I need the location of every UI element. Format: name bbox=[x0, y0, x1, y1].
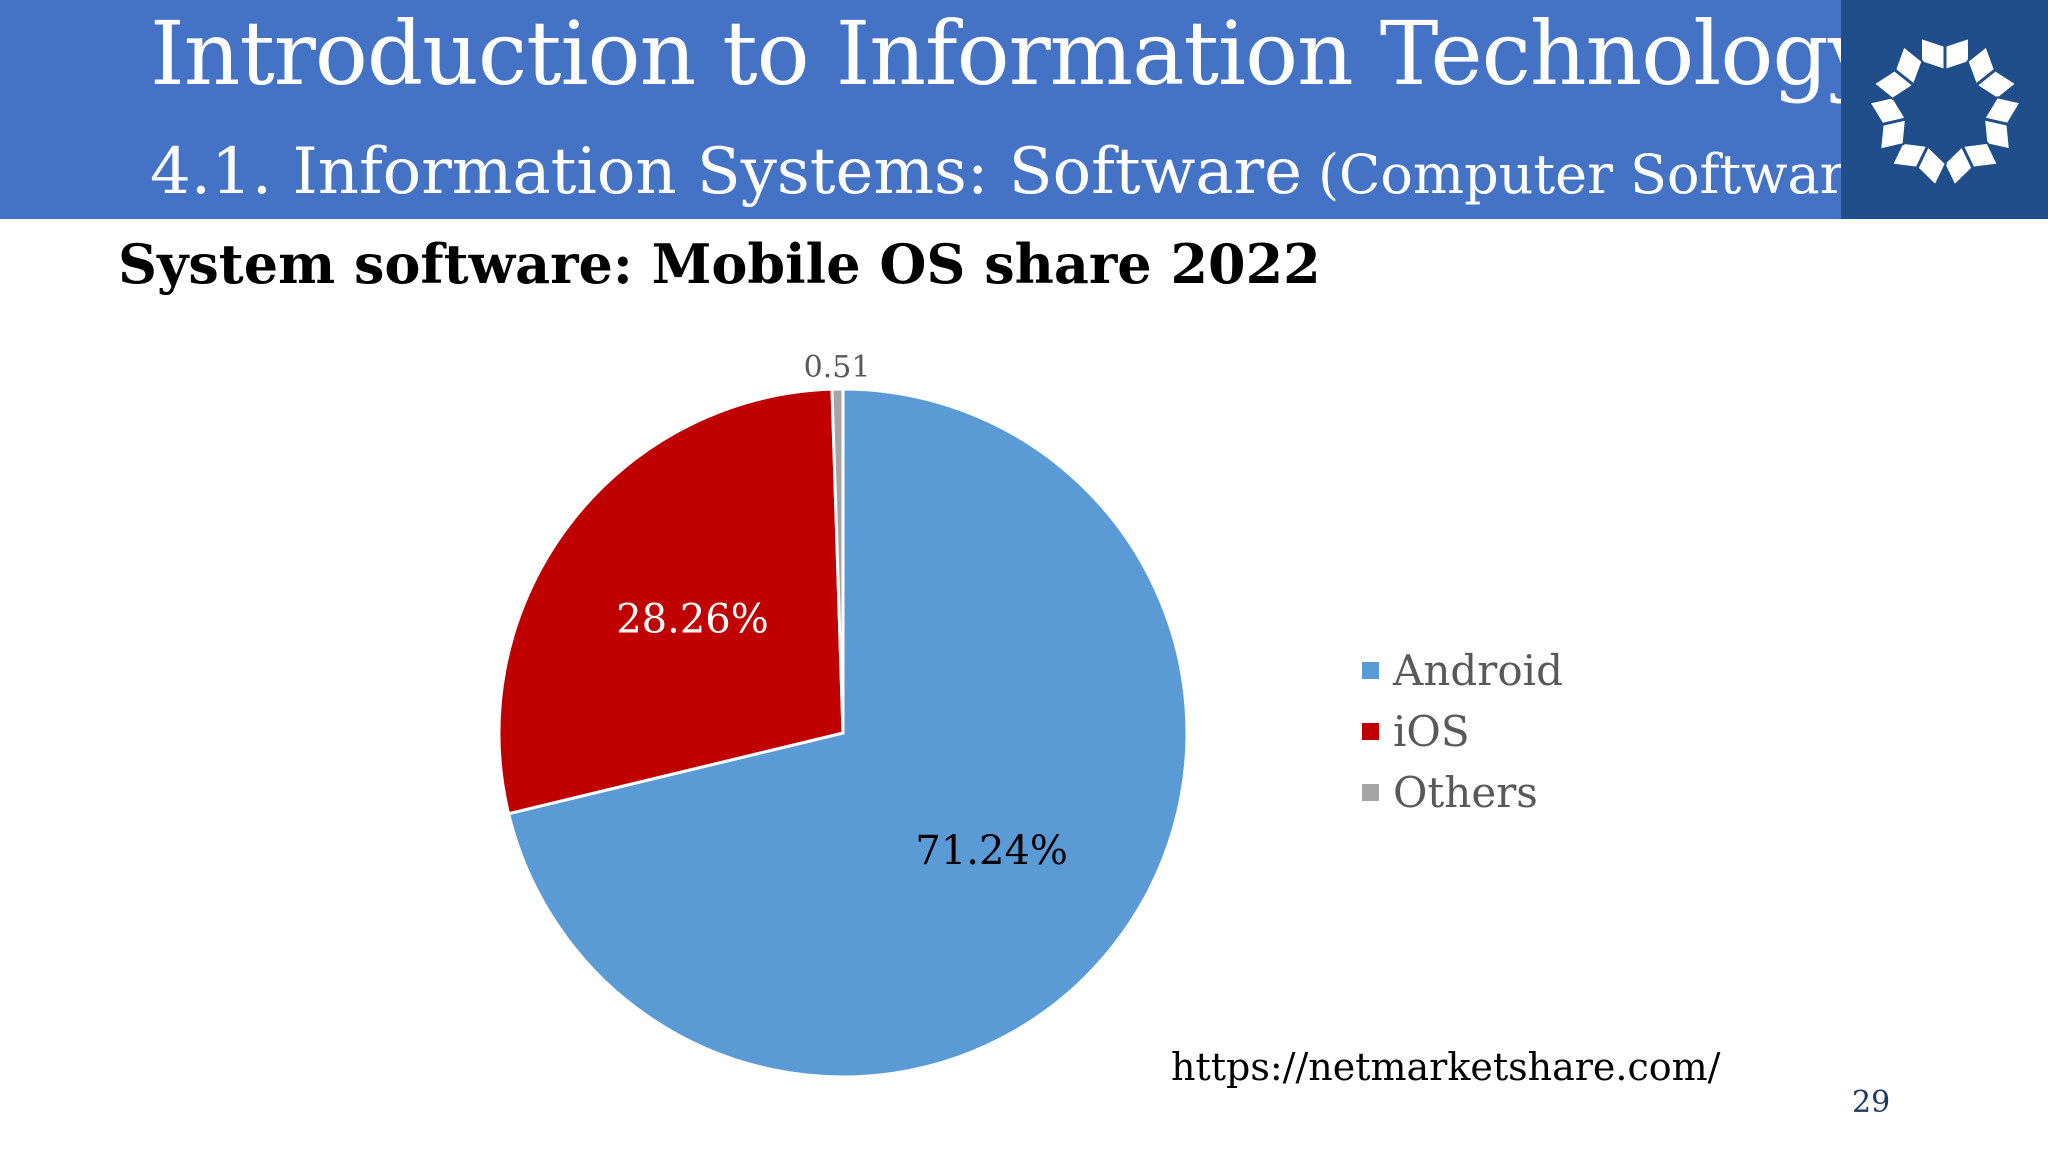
section-subtitle: 4.1. Information Systems: Software (Compu… bbox=[150, 135, 1899, 209]
legend-label: Android bbox=[1393, 646, 1563, 695]
legend-swatch bbox=[1362, 784, 1379, 801]
legend-swatch bbox=[1362, 662, 1379, 679]
subtitle-main: 4.1. Information Systems: Software bbox=[150, 135, 1302, 209]
pie-slice-others bbox=[830, 387, 845, 734]
legend-label: Others bbox=[1393, 768, 1538, 817]
data-label-android: 71.24% bbox=[915, 828, 1068, 874]
pie-slice-android bbox=[506, 387, 1189, 1079]
source-link[interactable]: https://netmarketshare.com/ bbox=[1171, 1045, 1721, 1089]
chart-legend: Android iOS Others bbox=[1362, 640, 1563, 823]
legend-swatch bbox=[1362, 723, 1379, 740]
book-ring-logo-icon bbox=[1867, 36, 2023, 187]
header-banner: Introduction to Information Technology 4… bbox=[0, 0, 2048, 219]
slide-heading: System software: Mobile OS share 2022 bbox=[118, 232, 1321, 296]
legend-item-ios: iOS bbox=[1362, 701, 1563, 762]
pie-slice-ios bbox=[497, 387, 845, 816]
course-title: Introduction to Information Technology bbox=[150, 2, 1877, 105]
data-label-others: 0.51 bbox=[804, 350, 871, 385]
legend-item-android: Android bbox=[1362, 640, 1563, 701]
subtitle-paren: (Computer Software) bbox=[1317, 143, 1899, 206]
data-label-ios: 28.26% bbox=[616, 596, 769, 642]
university-logo bbox=[1841, 0, 2048, 219]
page-number: 29 bbox=[1852, 1085, 1891, 1120]
legend-item-others: Others bbox=[1362, 762, 1563, 823]
legend-label: iOS bbox=[1393, 707, 1470, 756]
